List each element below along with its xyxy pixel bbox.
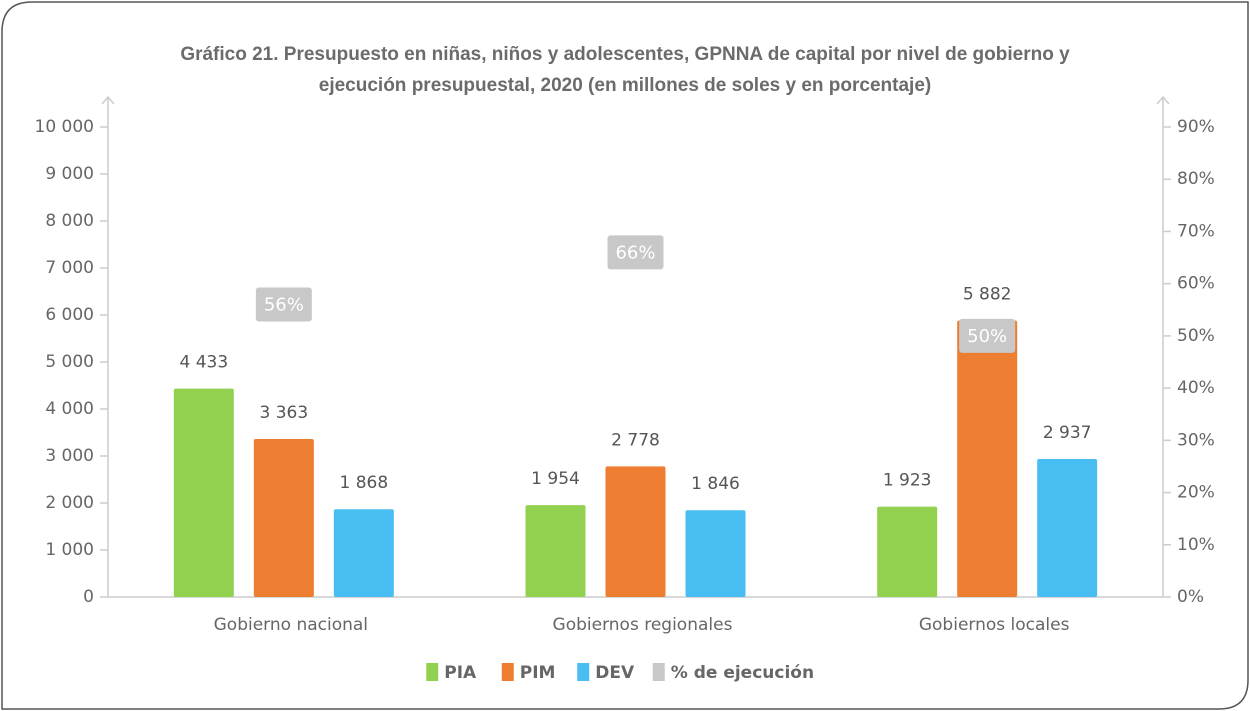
value-label: 4 433 [179, 353, 228, 373]
y-tick-label: 3 000 [45, 446, 94, 466]
legend-swatch [577, 663, 590, 681]
bar [877, 506, 938, 597]
legend-swatch [501, 663, 514, 681]
y2-tick-label: 50% [1177, 326, 1215, 346]
y2-tick-label: 20% [1177, 483, 1215, 503]
value-label: 1 846 [691, 474, 740, 494]
y-axis-arrow [101, 95, 115, 105]
y-tick-label: 2 000 [45, 493, 94, 513]
value-label: 5 882 [963, 285, 1012, 305]
y-tick-label: 4 000 [45, 399, 94, 419]
y-tick-label: 9 000 [45, 164, 94, 184]
y2-tick-label: 30% [1177, 430, 1215, 450]
y2-tick-label: 90% [1177, 117, 1215, 137]
percent-label: 66% [615, 242, 655, 263]
value-label: 1 868 [339, 473, 388, 493]
y2-axis-arrow [1156, 95, 1170, 105]
y2-tick-label: 10% [1177, 535, 1215, 555]
bar [957, 320, 1018, 597]
bar [525, 505, 586, 597]
y2-tick-label: 0% [1177, 587, 1204, 607]
bar [685, 510, 746, 597]
x-tick-label: Gobiernos locales [919, 615, 1070, 635]
value-label: 1 923 [883, 471, 932, 491]
legend-swatch [426, 663, 439, 681]
y-tick-label: 1 000 [45, 540, 94, 560]
y2-tick-label: 40% [1177, 378, 1215, 398]
percent-marker [255, 287, 312, 322]
x-tick-label: Gobierno nacional [214, 615, 368, 635]
y-tick-label: 0 [83, 587, 94, 607]
legend-label: PIM [520, 663, 556, 683]
legend-label: PIA [444, 663, 477, 683]
y-tick-label: 6 000 [45, 305, 94, 325]
bar [333, 509, 394, 597]
value-label: 3 363 [259, 403, 308, 423]
value-label: 2 778 [611, 430, 660, 450]
y-tick-label: 5 000 [45, 352, 94, 372]
percent-label: 56% [264, 295, 304, 316]
y2-tick-label: 80% [1177, 169, 1215, 189]
percent-marker [607, 235, 664, 270]
percent-label: 50% [967, 326, 1007, 347]
bar [253, 438, 314, 597]
percent-marker [959, 318, 1016, 353]
legend-label: % de ejecución [671, 663, 814, 683]
chart-title: Gráfico 21. Presupuesto en niñas, niños … [180, 44, 1070, 65]
legend-swatch [652, 663, 665, 681]
bar [173, 388, 234, 597]
y-tick-label: 8 000 [45, 211, 94, 231]
legend-label: DEV [595, 663, 635, 683]
bar [1037, 458, 1098, 597]
value-label: 1 954 [531, 469, 580, 489]
y-tick-label: 7 000 [45, 258, 94, 278]
y2-tick-label: 70% [1177, 221, 1215, 241]
bar [605, 466, 666, 597]
x-tick-label: Gobiernos regionales [553, 615, 733, 635]
chart-subtitle: ejecución presupuestal, 2020 (en millone… [319, 75, 931, 96]
y-tick-label: 10 000 [35, 117, 94, 137]
value-label: 2 937 [1043, 423, 1092, 443]
y2-tick-label: 60% [1177, 274, 1215, 294]
